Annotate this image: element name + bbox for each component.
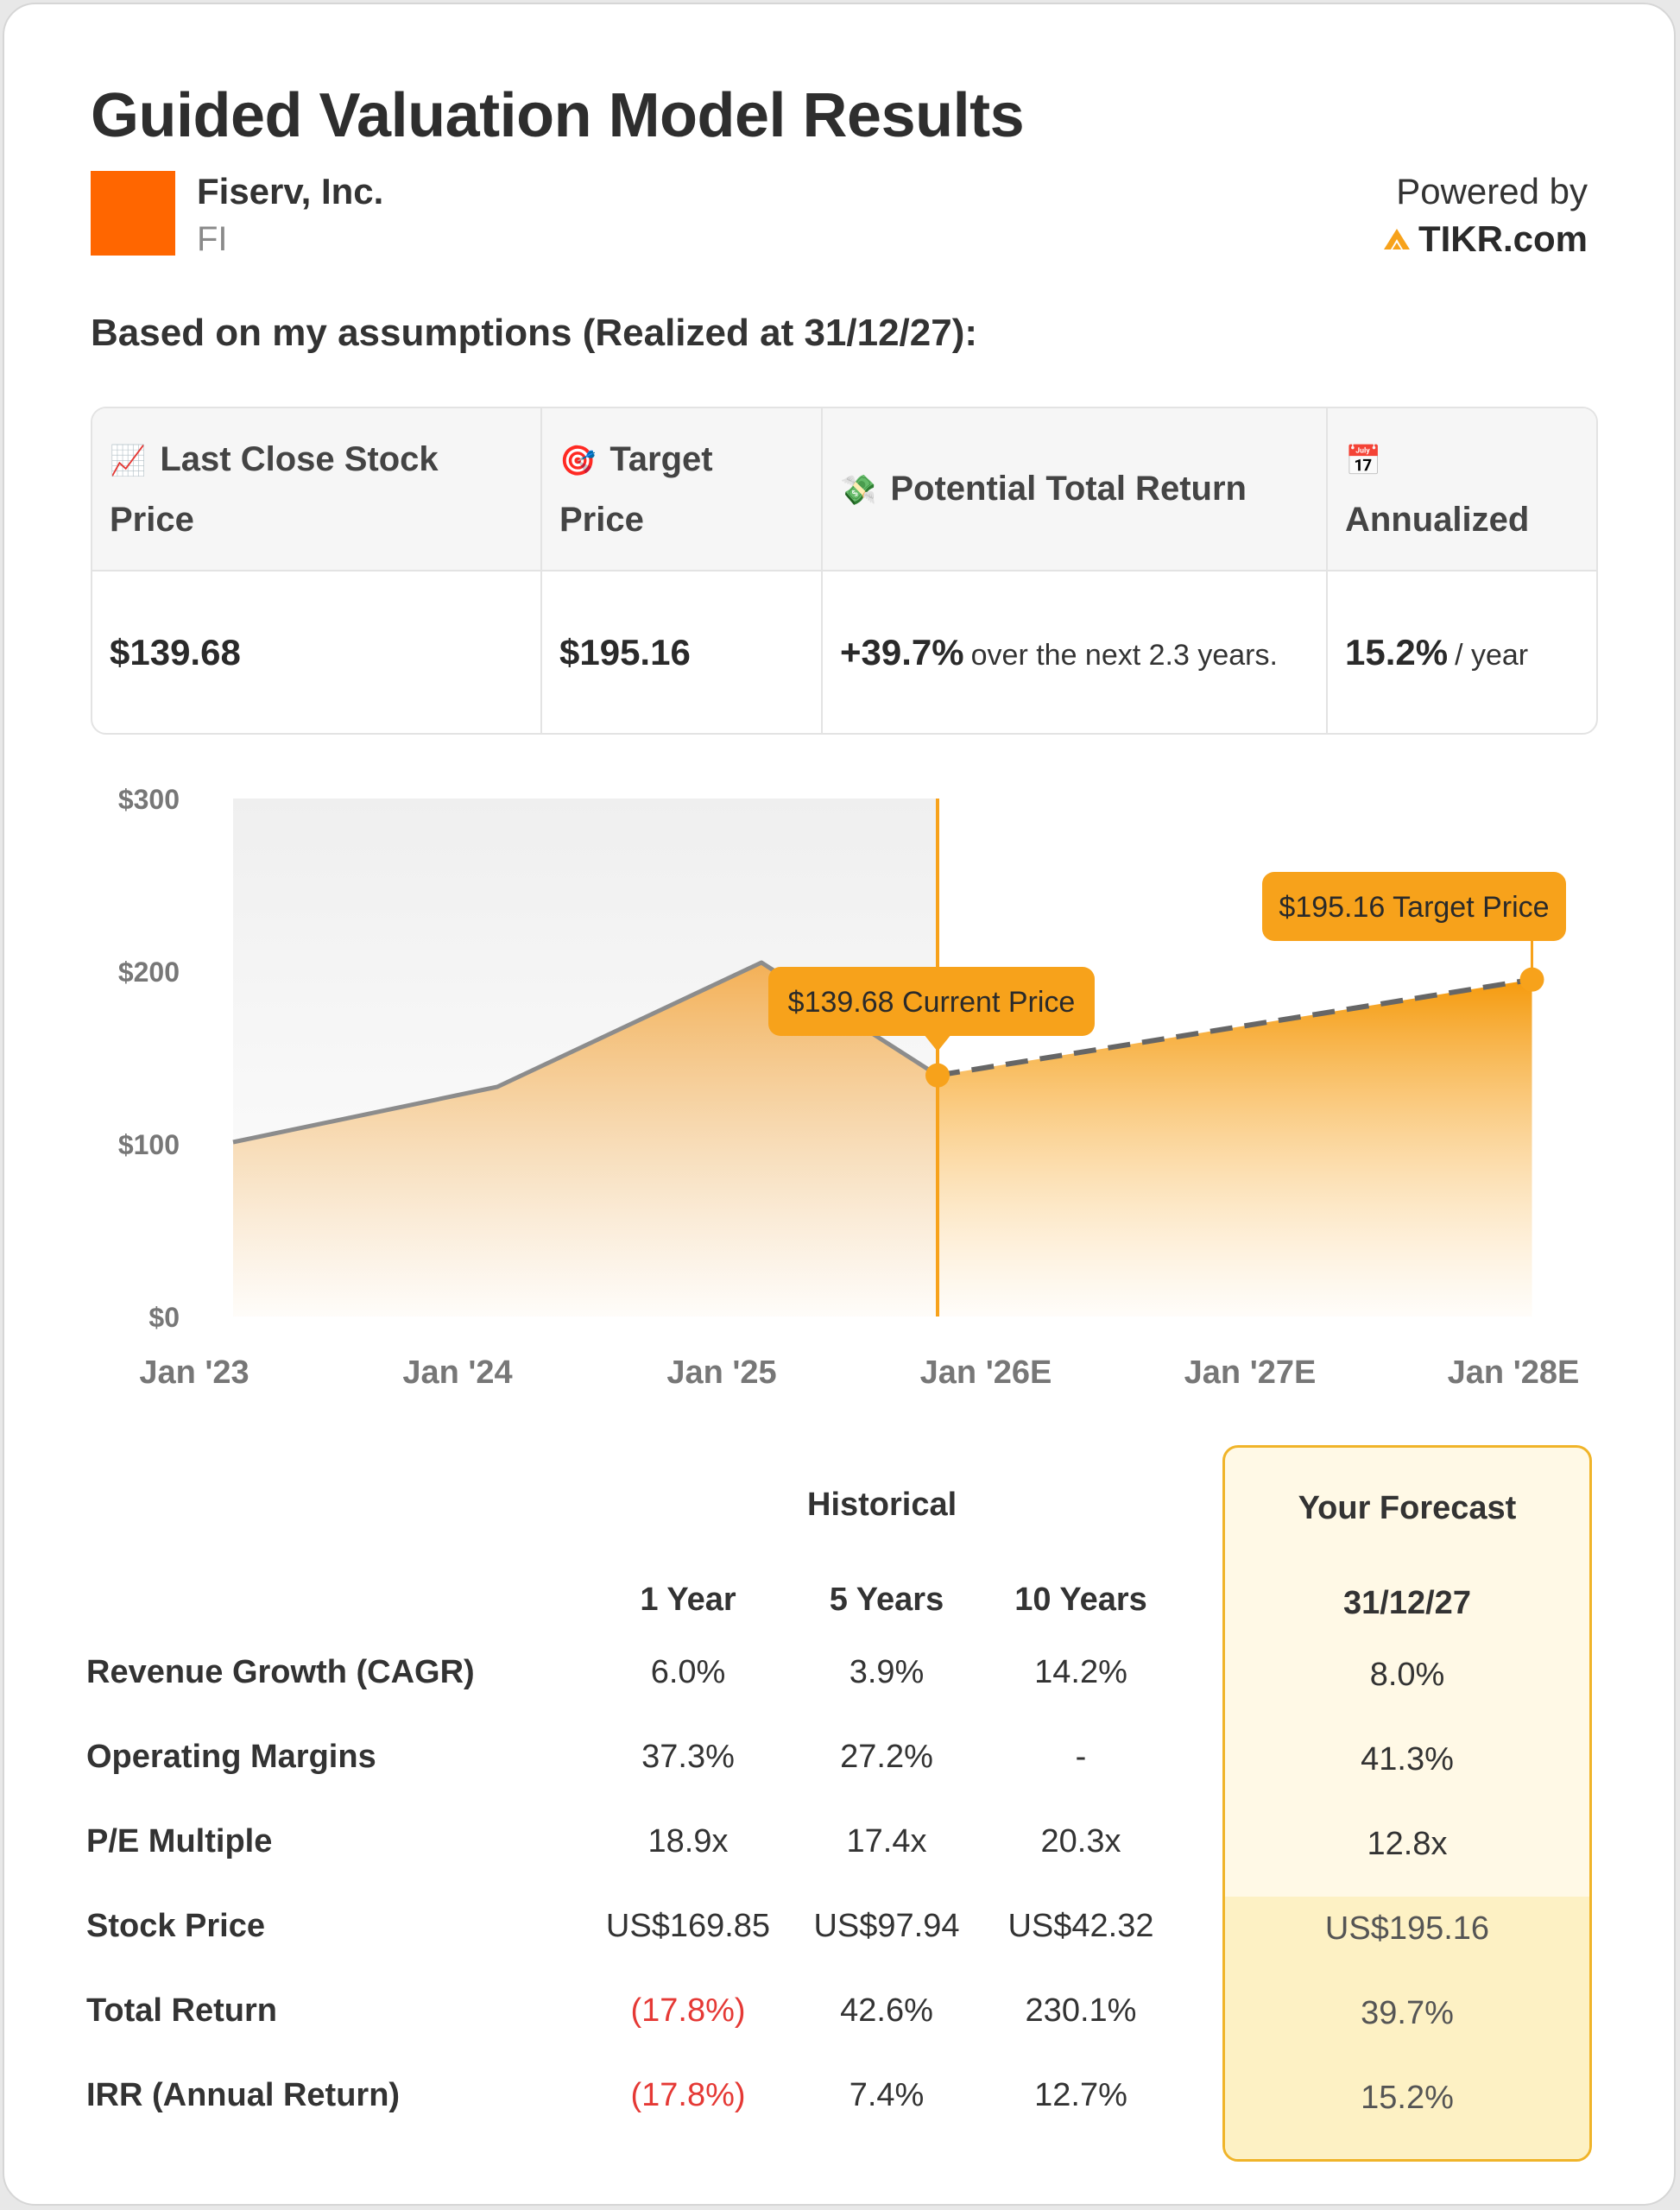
total-return-value: +39.7% over the next 2.3 years.	[822, 571, 1328, 733]
historical-value: US$42.32	[1007, 1908, 1154, 1944]
column-header: 10 Years	[1014, 1582, 1147, 1618]
y-tick-label: $100	[118, 1129, 180, 1160]
historical-value: 3.9%	[849, 1654, 925, 1690]
y-tick-label: $200	[118, 957, 180, 988]
historical-value: 12.7%	[1034, 2077, 1127, 2113]
forecast-line	[937, 976, 1532, 1078]
historical-heading: Historical	[807, 1487, 957, 1523]
forecast-panel-highlight	[1225, 1897, 1589, 2159]
row-label: P/E Multiple	[86, 1823, 273, 1860]
x-tick-label: Jan '25	[666, 1354, 776, 1391]
y-tick-label: $0	[148, 1302, 180, 1333]
forecast-value: 41.3%	[1361, 1741, 1454, 1777]
x-tick-label: Jan '28E	[1448, 1354, 1580, 1391]
historical-value: 6.0%	[650, 1654, 726, 1690]
current-price-tooltip	[768, 967, 1095, 1036]
forecast-panel	[1222, 1445, 1592, 2162]
column-header: 5 Years	[829, 1582, 944, 1618]
brand-name: TIKR.com	[1418, 218, 1588, 259]
x-tick-label: Jan '24	[402, 1354, 512, 1391]
metric-header-last-close: 📈 Last Close Stock Price	[92, 408, 542, 571]
historical-value: -	[1075, 1739, 1087, 1775]
metrics-table: 📈 Last Close Stock Price 🎯 Target Price 💸 P…	[91, 407, 1598, 735]
row-label: Stock Price	[86, 1908, 265, 1944]
company-name: Fiserv, Inc.	[197, 171, 384, 212]
historical-value: US$169.85	[605, 1908, 771, 1944]
money-wings-icon: 💸	[840, 473, 877, 507]
target-price-label: $195.16 Target Price	[1279, 891, 1549, 924]
y-tick-label: $300	[118, 784, 180, 815]
forecast-value: 12.8x	[1367, 1826, 1448, 1862]
forecast-area	[938, 979, 1532, 1317]
forecast-value: 15.2%	[1361, 2080, 1454, 2116]
target-price-tooltip	[1262, 872, 1566, 941]
ticker-symbol: FI	[197, 220, 228, 258]
forecast-value: 39.7%	[1361, 1995, 1454, 2031]
historical-value: US$97.94	[813, 1908, 960, 1944]
brand-link[interactable]: TIKR.com	[1382, 218, 1588, 260]
page-title: Guided Valuation Model Results	[91, 81, 1025, 150]
row-label: Operating Margins	[86, 1739, 376, 1775]
historical-area	[233, 963, 938, 1317]
row-label: Revenue Growth (CAGR)	[86, 1654, 475, 1690]
assumptions-subtitle: Based on my assumptions (Realized at 31/…	[91, 312, 978, 354]
current-price-tooltip-pointer	[924, 1034, 951, 1051]
x-tick-label: Jan '27E	[1184, 1354, 1317, 1391]
current-price-marker	[925, 1063, 950, 1088]
last-close-value: $139.68	[92, 571, 542, 733]
historical-value: 14.2%	[1034, 1654, 1127, 1690]
historical-value: 20.3x	[1040, 1823, 1121, 1860]
x-tick-label: Jan '26E	[920, 1354, 1052, 1391]
forecast-heading: Your Forecast	[1298, 1490, 1517, 1526]
metric-header-target: 🎯 Target Price	[541, 408, 823, 571]
historical-value: (17.8%)	[630, 2077, 746, 2113]
historical-value: 7.4%	[849, 2077, 925, 2113]
x-tick-label: Jan '23	[139, 1354, 249, 1391]
powered-by-label: Powered by	[1396, 171, 1588, 212]
company-logo	[91, 171, 175, 256]
column-header: 1 Year	[640, 1582, 736, 1618]
row-label: Total Return	[86, 1992, 277, 2029]
historical-value: 27.2%	[840, 1739, 933, 1775]
returns-comparison: Historical Your Forecast 31/12/27 1 Year…	[0, 1433, 1680, 2162]
historical-value: 18.9x	[647, 1823, 729, 1860]
forecast-date: 31/12/27	[1343, 1585, 1471, 1621]
historical-value: 230.1%	[1025, 1992, 1137, 2029]
historical-value: 42.6%	[840, 1992, 933, 2029]
historical-value: (17.8%)	[630, 1992, 746, 2029]
metric-header-total-return: 💸 Potential Total Return	[822, 408, 1328, 571]
tikr-logo-icon	[1383, 229, 1410, 249]
current-price-label: $139.68 Current Price	[788, 986, 1076, 1019]
target-icon: 🎯	[559, 444, 597, 477]
row-label: IRR (Annual Return)	[86, 2077, 401, 2113]
price-chart: $0 $100 $200 $300 Jan '23 Jan '24 Jan '25 Jan '…	[118, 784, 1580, 1391]
forecast-value: 8.0%	[1369, 1657, 1445, 1693]
target-price-value: $195.16	[541, 571, 823, 733]
annualized-value: 15.2% / year	[1345, 631, 1529, 672]
metric-header-annualized: 📅 Annualized	[1327, 408, 1596, 571]
calendar-icon: 📅	[1345, 444, 1382, 477]
forecast-value: US$195.16	[1324, 1910, 1490, 1947]
historical-value: 17.4x	[846, 1823, 927, 1860]
historical-value: 37.3%	[641, 1739, 735, 1775]
chart-up-icon: 📈	[110, 444, 147, 477]
